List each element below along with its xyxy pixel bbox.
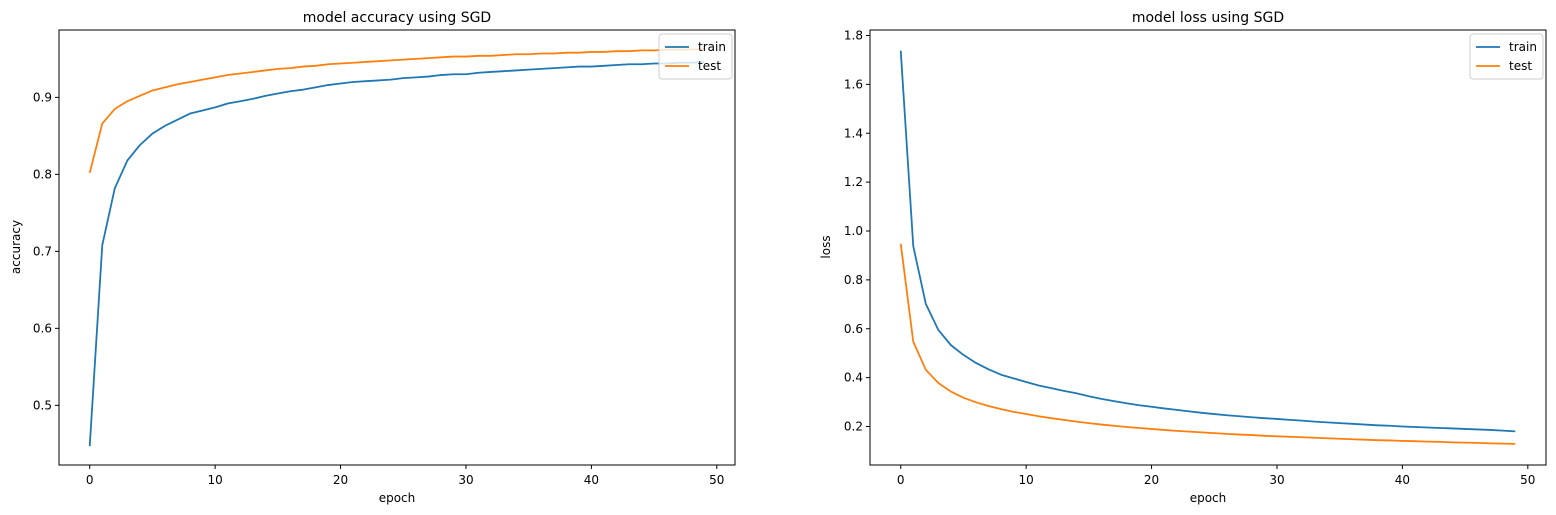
- x-axis-label: epoch: [379, 491, 416, 505]
- y-tick-label: 0.9: [33, 90, 52, 104]
- series-line-train: [88, 61, 705, 447]
- legend-box: [1469, 33, 1544, 80]
- x-tick-label: 30: [1269, 473, 1284, 487]
- axes-frame: [869, 29, 1547, 466]
- legend: train test: [1469, 33, 1544, 80]
- legend-label-train: train: [1509, 40, 1537, 54]
- chart-title: model accuracy using SGD: [303, 10, 491, 26]
- y-tick-label: 1.2: [844, 175, 863, 189]
- x-tick-label: 50: [1520, 473, 1535, 487]
- y-tick-label: 0.8: [844, 273, 863, 287]
- series-line-test: [899, 243, 1516, 445]
- y-tick-label: 1.6: [844, 77, 863, 91]
- y-tick-label: 1.0: [844, 224, 863, 238]
- y-tick-label: 0.6: [844, 322, 863, 336]
- loss-chart: model loss using SGD epoch loss 0 10 20 30 4…: [819, 10, 1547, 505]
- x-tick-label: 30: [458, 473, 473, 487]
- x-tick-label: 10: [208, 473, 223, 487]
- axes-frame: [58, 29, 736, 466]
- y-tick-label: 1.8: [844, 28, 863, 42]
- legend: train test: [658, 33, 733, 80]
- y-axis-label: accuracy: [9, 220, 23, 274]
- x-axis-label: epoch: [1190, 491, 1227, 505]
- y-tick-label: 0.5: [33, 398, 52, 412]
- legend-box: [658, 33, 733, 80]
- plot-area: 0 10 20 30 40 50 0.2 0.4 0.6 0.8 1.0 1.2 1.4 1.6 1.8 tr…: [844, 28, 1547, 487]
- y-tick-label: 0.2: [844, 420, 863, 434]
- series-line-test: [88, 47, 705, 174]
- plot-area: 0 10 20 30 40 50 0.5 0.6 0.7 0.8 0.9 train test: [33, 29, 736, 487]
- x-tick-label: 40: [584, 473, 599, 487]
- x-tick-label: 10: [1019, 473, 1034, 487]
- x-tick-label: 0: [86, 473, 94, 487]
- accuracy-chart: model accuracy using SGD epoch accuracy …: [9, 10, 736, 505]
- legend-label-test: test: [698, 59, 721, 73]
- legend-label-train: train: [698, 40, 726, 54]
- y-tick-label: 0.6: [33, 321, 52, 335]
- chart-title: model loss using SGD: [1132, 10, 1284, 26]
- x-tick-label: 20: [1144, 473, 1159, 487]
- x-tick-label: 20: [333, 473, 348, 487]
- x-tick-label: 40: [1395, 473, 1410, 487]
- y-tick-label: 1.4: [844, 126, 863, 140]
- y-tick-label: 0.7: [33, 244, 52, 258]
- y-tick-label: 0.4: [844, 371, 863, 385]
- legend-label-test: test: [1509, 59, 1532, 73]
- series-line-train: [899, 50, 1516, 433]
- x-tick-label: 50: [709, 473, 724, 487]
- x-tick-label: 0: [897, 473, 905, 487]
- y-tick-label: 0.8: [33, 167, 52, 181]
- y-axis-label: loss: [819, 235, 833, 258]
